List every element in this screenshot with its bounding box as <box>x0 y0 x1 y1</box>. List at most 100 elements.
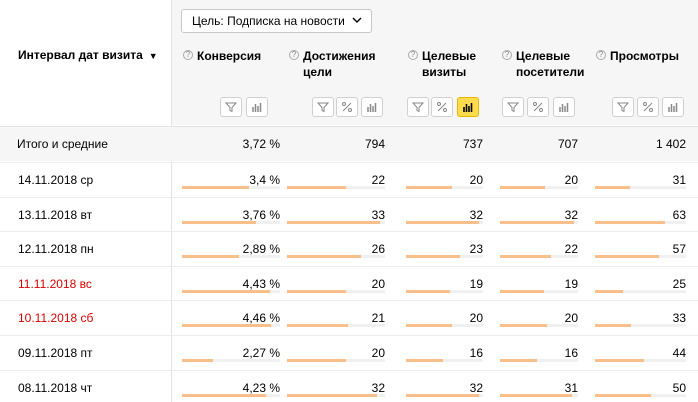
value-bar <box>182 220 280 224</box>
value-bar-fill <box>595 220 666 224</box>
cell-target_visits: 737 <box>406 127 483 161</box>
value-bar-fill <box>182 324 272 328</box>
filter-button[interactable] <box>407 97 429 117</box>
column-header-pageviews[interactable]: ? Просмотры <box>596 48 679 64</box>
row-date: 08.11.2018 чт <box>18 380 93 395</box>
cell-target_visits: 19 <box>406 267 483 301</box>
percent-button[interactable] <box>431 97 453 117</box>
chart-button[interactable] <box>457 97 479 117</box>
chart-button[interactable] <box>662 97 684 117</box>
column-header-goal_reaches[interactable]: ? Достижения цели <box>289 48 375 80</box>
column-header-label: Конверсия <box>197 49 262 63</box>
filter-button[interactable] <box>502 97 524 117</box>
cell-value: 31 <box>564 380 578 395</box>
value-bar <box>287 220 385 224</box>
value-bar-fill <box>287 186 346 189</box>
cell-goal_reaches: 20 <box>287 336 385 370</box>
value-bar-fill <box>182 359 214 362</box>
row-date: 12.11.2018 пн <box>18 242 94 257</box>
cell-target_visits: 32 <box>406 371 483 402</box>
value-bar <box>406 255 483 259</box>
value-bar <box>406 324 483 328</box>
cell-target_visitors: 707 <box>500 127 578 161</box>
cell-value: 21 <box>371 311 385 326</box>
value-bar-fill <box>287 220 381 224</box>
sort-arrow-icon: ▼ <box>148 51 158 61</box>
cell-target_visitors: 22 <box>500 232 578 266</box>
cell-value: 16 <box>564 346 578 360</box>
value-bar <box>287 289 385 293</box>
value-bar <box>595 289 686 293</box>
cell-goal_reaches: 26 <box>287 232 385 266</box>
value-bar <box>500 255 578 259</box>
table-row[interactable]: 10.11.2018 сб 4,46 % 21 20 20 33 <box>0 300 698 335</box>
percent-button[interactable] <box>527 97 549 117</box>
percent-button[interactable] <box>336 97 358 117</box>
value-bar <box>595 186 686 189</box>
table-row[interactable]: 13.11.2018 вт 3,76 % 33 32 32 63 <box>0 196 698 232</box>
cell-value: 20 <box>564 311 578 326</box>
value-bar <box>182 255 280 259</box>
cell-pageviews: 50 <box>595 371 686 402</box>
cell-target_visitors: 31 <box>500 371 578 402</box>
cell-pageviews: 44 <box>595 336 686 370</box>
cell-value: 3,4 % <box>249 173 280 187</box>
goal-selector-label: Цель: Подписка на новости <box>192 14 345 28</box>
column-header-label: визиты <box>422 65 467 79</box>
filter-icon <box>617 101 629 113</box>
dimension-header[interactable]: Интервал дат визита ▼ <box>18 48 158 62</box>
help-icon[interactable]: ? <box>183 50 193 60</box>
help-icon[interactable]: ? <box>408 50 418 60</box>
cell-value: 19 <box>469 276 483 291</box>
table-row[interactable]: 12.11.2018 пн 2,89 % 26 23 22 57 <box>0 231 698 266</box>
cell-pageviews: 57 <box>595 232 686 266</box>
cell-value: 57 <box>672 242 686 257</box>
value-bar <box>182 289 280 293</box>
value-bar-fill <box>406 359 443 362</box>
value-bar-fill <box>182 220 257 224</box>
cell-pageviews: 25 <box>595 267 686 301</box>
cell-goal_reaches: 794 <box>287 127 385 161</box>
value-bar <box>500 393 578 397</box>
help-icon[interactable]: ? <box>502 50 512 60</box>
value-bar <box>500 359 578 362</box>
filter-button[interactable] <box>220 97 242 117</box>
table-row[interactable]: 09.11.2018 пт 2,27 % 20 16 16 44 <box>0 335 698 370</box>
cell-conversion: 2,27 % <box>182 336 280 370</box>
percent-button[interactable] <box>637 97 659 117</box>
chart-button[interactable] <box>553 97 575 117</box>
goal-selector[interactable]: Цель: Подписка на новости <box>181 9 372 33</box>
cell-value: 2,89 % <box>242 242 280 257</box>
table-row[interactable]: 08.11.2018 чт 4,23 % 32 32 31 50 <box>0 369 698 402</box>
value-bar-fill <box>287 359 346 362</box>
help-icon[interactable]: ? <box>596 50 606 60</box>
value-bar-fill <box>406 289 450 293</box>
value-bar-fill <box>595 255 659 259</box>
value-bar <box>595 324 686 328</box>
cell-value: 737 <box>462 137 483 151</box>
cell-value: 32 <box>564 207 578 222</box>
help-icon[interactable]: ? <box>289 50 299 60</box>
value-bar-fill <box>182 255 239 259</box>
filter-button[interactable] <box>312 97 334 117</box>
filter-button[interactable] <box>612 97 634 117</box>
column-header-target_visitors[interactable]: ? Целевые посетители <box>502 48 584 80</box>
value-bar <box>182 393 280 397</box>
table-row[interactable]: 11.11.2018 вс 4,43 % 20 19 19 25 <box>0 265 698 301</box>
chart-button[interactable] <box>361 97 383 117</box>
percent-icon <box>341 101 353 113</box>
cell-value: 32 <box>469 380 483 395</box>
totals-row[interactable]: Итого и средние 3,72 % 794 737 707 1 402 <box>0 126 698 161</box>
filter-icon <box>507 101 519 113</box>
column-header-conversion[interactable]: ? Конверсия <box>183 48 261 64</box>
value-bar-fill <box>500 220 575 224</box>
cell-value: 22 <box>371 173 385 187</box>
value-bar <box>406 359 483 362</box>
chart-button[interactable] <box>246 97 268 117</box>
cell-value: 707 <box>557 137 578 151</box>
column-header-target_visits[interactable]: ? Целевые визиты <box>408 48 476 80</box>
cell-pageviews: 63 <box>595 198 686 232</box>
table-row[interactable]: 14.11.2018 ср 3,4 % 22 20 20 31 <box>0 162 698 197</box>
cell-goal_reaches: 33 <box>287 198 385 232</box>
cell-value: 19 <box>564 276 578 291</box>
